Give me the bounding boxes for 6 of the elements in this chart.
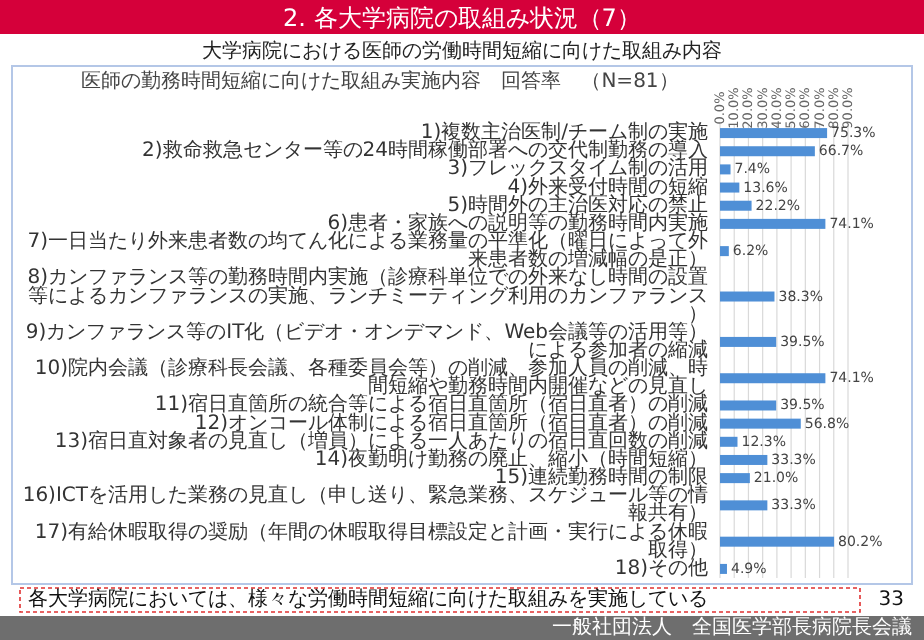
text: 一般社団法人 全国医学部長病院長会議 [552, 615, 912, 639]
text: 2. 各大学病院の取組み状況（7） [283, 4, 641, 32]
text: 医師の勤務時間短縮に向けた取組み実施内容 回答率 （N=81） [81, 69, 679, 93]
text: 各大学病院においては、様々な労働時間短縮に向けた取組みを実施している [28, 587, 708, 611]
text: 33 [878, 589, 904, 611]
text: 大学病院における医師の労働時間短縮に向けた取組み内容 [202, 39, 722, 63]
